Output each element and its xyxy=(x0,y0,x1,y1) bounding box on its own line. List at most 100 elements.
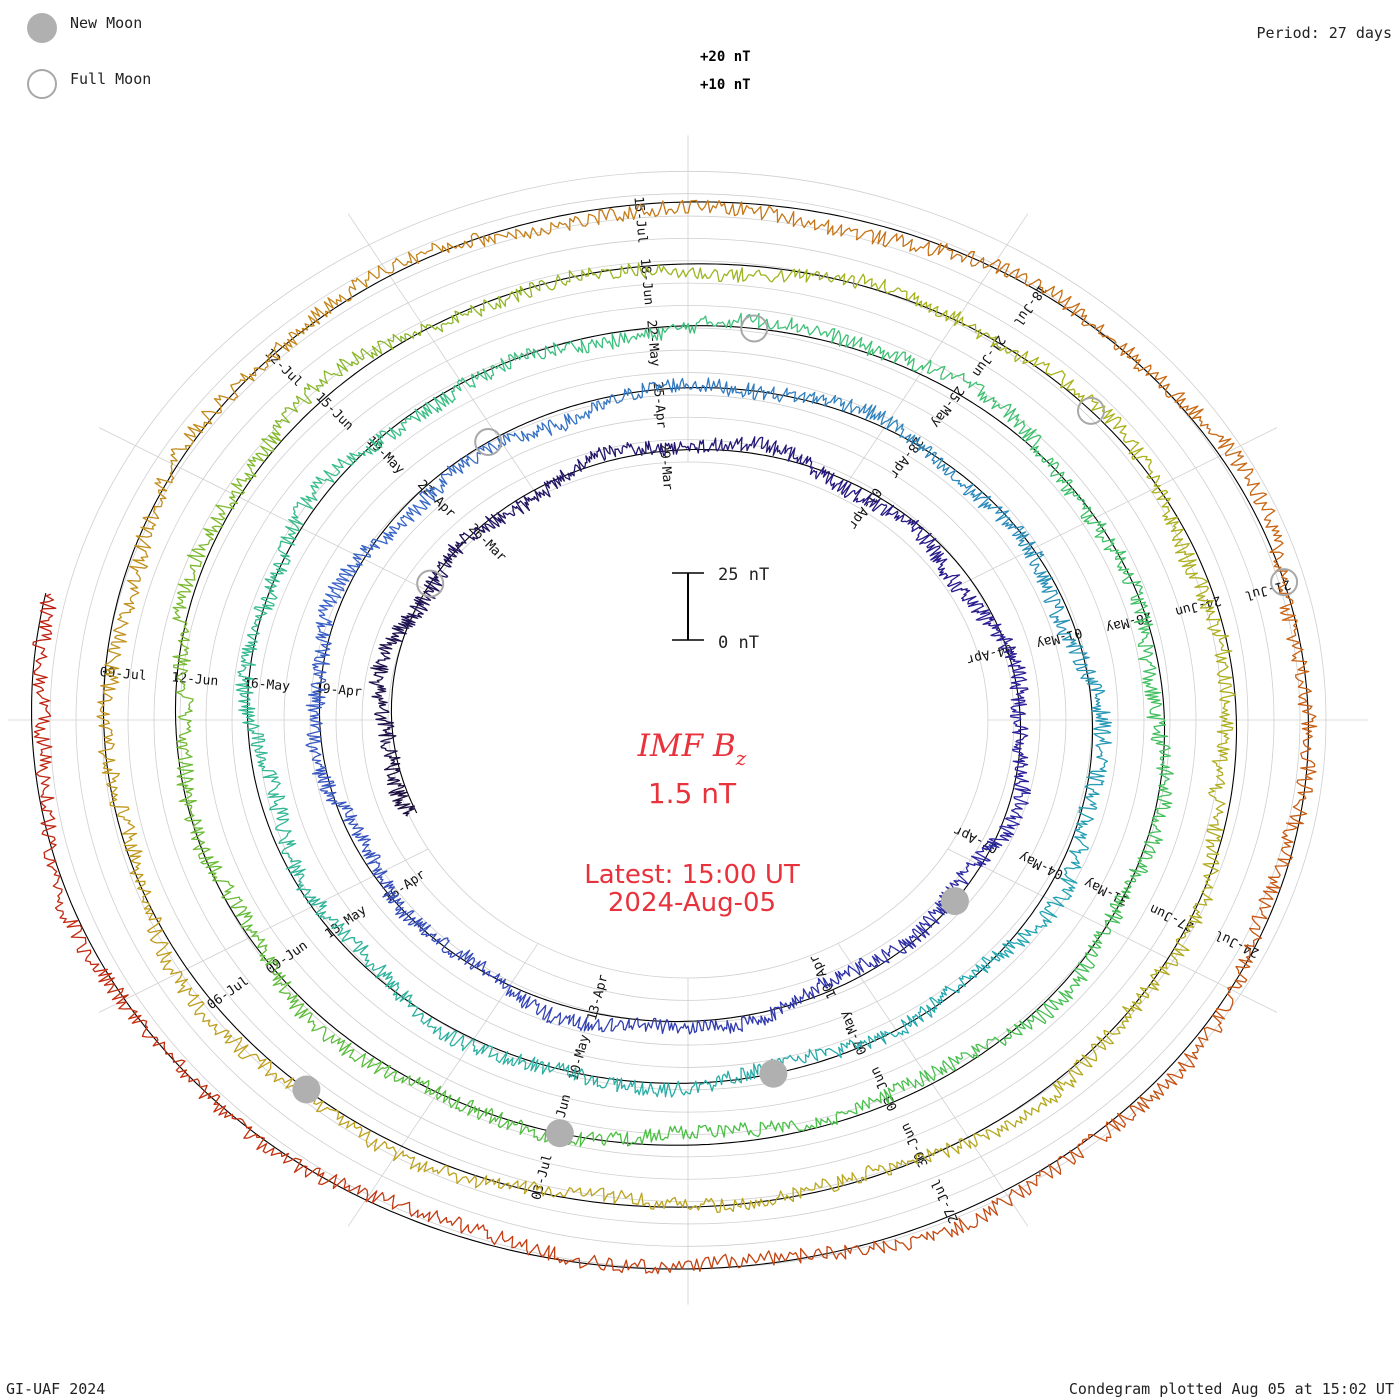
bz-trace-segment-8 xyxy=(425,555,453,587)
bz-trace-segment-112 xyxy=(264,547,291,596)
bz-trace-segment-39 xyxy=(785,978,820,1010)
bz-trace-segment-222 xyxy=(367,243,434,280)
bz-trace-segment-228 xyxy=(787,210,859,241)
bz-trace-segment-75 xyxy=(950,469,991,502)
bz-trace-segment-50 xyxy=(376,870,405,911)
bz-trace-segment-45 xyxy=(535,999,575,1026)
bz-trace-segment-263 xyxy=(46,860,79,928)
bz-trace-segment-62 xyxy=(429,463,465,497)
bz-trace-segment-171 xyxy=(464,286,522,317)
moon-markers xyxy=(292,314,1299,1148)
bz-trace-segment-251 xyxy=(738,1247,813,1269)
bz-trace-segment-80 xyxy=(1062,639,1097,677)
bz-trace-segment-147 xyxy=(727,1120,786,1138)
bz-trace-segment-159 xyxy=(184,807,214,860)
grid-spoke xyxy=(98,427,429,592)
date-tick-label: 29-Mar xyxy=(656,443,675,491)
bz-trace-segment-29 xyxy=(1010,705,1029,742)
bz-trace-segment-184 xyxy=(1170,521,1199,579)
bz-trace-segment-55 xyxy=(305,694,326,736)
bz-trace-segment-2 xyxy=(378,727,398,759)
bz-trace-segment-6 xyxy=(391,612,424,638)
bz-trace-segment-21 xyxy=(852,487,888,512)
bz-trace-segment-130 xyxy=(1047,459,1085,502)
bz-trace-segment-115 xyxy=(331,438,383,474)
bz-trace-segment-236 xyxy=(1253,492,1284,558)
bz-trace-segment-38 xyxy=(817,965,861,989)
zero-line-spiral xyxy=(31,201,1309,1270)
bz-trace-segment-137 xyxy=(1149,783,1173,834)
bz-trace-segment-107 xyxy=(262,766,286,811)
bz-trace-segment-174 xyxy=(645,263,710,280)
bz-trace-segment-215 xyxy=(113,578,142,637)
date-tick-label: 06-Jul xyxy=(205,974,252,1013)
bz-trace-segment-48 xyxy=(431,933,471,961)
bz-trace-segment-151 xyxy=(488,1111,548,1143)
bz-trace-segment-187 xyxy=(1216,684,1237,742)
bz-trace-segment-214 xyxy=(100,635,128,697)
date-tick-label: 03-Jun xyxy=(868,1064,902,1113)
bz-trace-segment-97 xyxy=(569,1067,619,1092)
period-label: Period: 27 days xyxy=(1257,24,1392,42)
bz-trace-segment-44 xyxy=(572,1016,618,1033)
bz-trace-segment-30 xyxy=(1012,740,1029,778)
bz-trace-segment-173 xyxy=(581,262,647,280)
chart-title-main: IMF B xyxy=(637,728,736,764)
bz-trace-segment-96 xyxy=(616,1077,669,1098)
bz-trace-segment-235 xyxy=(1217,436,1264,496)
bz-trace-segment-202 xyxy=(523,1181,596,1198)
bz-trace-segment-256 xyxy=(383,1194,452,1224)
bz-trace-segment-104 xyxy=(302,889,339,927)
bz-trace-segment-72 xyxy=(840,398,887,425)
bz-trace-segment-227 xyxy=(718,200,790,224)
bz-trace-segment-181 xyxy=(1060,379,1122,425)
bz-trace-segment-108 xyxy=(246,723,268,768)
bz-trace-segment-4 xyxy=(368,665,389,698)
bz-trace-segment-179 xyxy=(953,316,1013,354)
bz-trace-segment-219 xyxy=(213,365,269,413)
bz-trace-segment-152 xyxy=(436,1090,494,1124)
bz-trace-segment-87 xyxy=(1006,914,1052,949)
ref-label-20: +20 nT xyxy=(700,49,751,65)
bz-trace-segment-190 xyxy=(1192,853,1220,908)
grid-spoke xyxy=(947,427,1278,592)
bz-trace-segment-243 xyxy=(1226,937,1262,1000)
bz-trace-segment-162 xyxy=(172,649,194,704)
bz-trace-segment-84 xyxy=(1074,796,1098,839)
bz-trace-segment-85 xyxy=(1063,836,1090,884)
bz-trace-segment-168 xyxy=(295,358,353,405)
bz-trace-segment-213 xyxy=(96,695,115,757)
bz-trace-segment-22 xyxy=(880,504,920,532)
bz-trace-segment-148 xyxy=(669,1124,728,1140)
latest-date: 2024-Aug-05 xyxy=(608,888,776,918)
bz-trace-segment-143 xyxy=(942,1038,994,1071)
bz-trace-segment-18 xyxy=(749,436,791,457)
date-tick-label: 22-May xyxy=(643,319,662,367)
bz-trace-segment-105 xyxy=(281,851,307,891)
current-value: 1.5 nT xyxy=(648,777,737,810)
bz-trace-segment-264 xyxy=(40,796,57,862)
bz-trace-segment-154 xyxy=(330,1037,385,1075)
date-tick-label: 15-Jun xyxy=(312,390,356,434)
new-moon-icon xyxy=(27,13,57,43)
bz-trace-segment-17 xyxy=(709,436,751,452)
bz-trace-segment-59 xyxy=(338,544,374,582)
plotted-label: Condegram plotted Aug 05 at 15:02 UT xyxy=(1069,1380,1394,1398)
bz-trace-segment-145 xyxy=(841,1087,895,1115)
bz-trace-segment-16 xyxy=(670,439,711,455)
bz-trace-segment-31 xyxy=(1011,775,1031,812)
data-series xyxy=(32,199,1318,1275)
bz-trace-segment-42 xyxy=(660,1018,705,1035)
new-moon-label: New Moon xyxy=(70,14,142,32)
full-moon-marker xyxy=(474,428,503,456)
bz-trace-segment-249 xyxy=(882,1221,959,1251)
bz-trace-segment-234 xyxy=(1165,392,1224,438)
bz-trace-segment-54 xyxy=(305,733,327,775)
bz-trace-segment-199 xyxy=(729,1187,797,1213)
bz-trace-segment-180 xyxy=(1012,349,1066,389)
latest-time: Latest: 15:00 UT xyxy=(584,860,800,890)
bz-trace-segment-53 xyxy=(312,772,350,808)
bz-trace-segment-211 xyxy=(117,815,143,875)
date-tick-label: 19-Apr xyxy=(314,681,362,700)
bz-trace-segment-200 xyxy=(661,1196,731,1214)
